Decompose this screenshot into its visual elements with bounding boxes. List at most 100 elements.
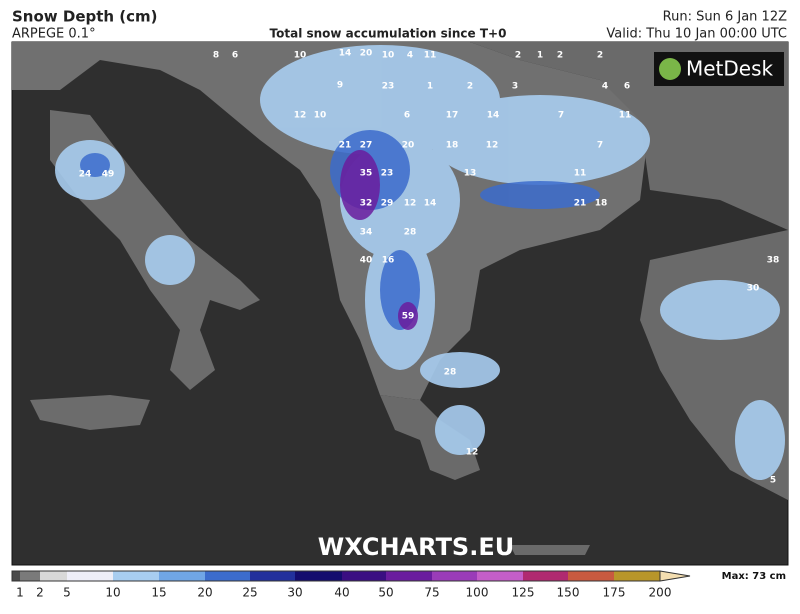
- map-label: 23: [382, 82, 395, 92]
- map-label: 16: [382, 256, 395, 266]
- legend-tick-label: 1: [16, 586, 24, 600]
- map-label: 30: [747, 284, 760, 294]
- peloponnese: [380, 395, 480, 480]
- sicily: [30, 395, 150, 430]
- map-label: 34: [360, 228, 373, 238]
- legend-tick-label: 10: [105, 586, 120, 600]
- map-label: 20: [360, 49, 373, 59]
- legend-swatch: [386, 571, 432, 581]
- map-label: 11: [619, 111, 632, 121]
- map-label: 29: [381, 199, 394, 209]
- snow-light: [55, 45, 785, 480]
- map-label: 10: [294, 51, 307, 61]
- map-label: 21: [339, 141, 352, 151]
- map-label: 14: [487, 111, 500, 121]
- legend-tick-label: 50: [378, 586, 393, 600]
- map-label: 2: [597, 51, 603, 61]
- map-label: 8: [213, 51, 219, 61]
- map-label: 32: [360, 199, 373, 209]
- map-label: 28: [404, 228, 417, 238]
- map-label: 1: [537, 51, 543, 61]
- legend-swatch: [432, 571, 477, 581]
- legend-tick-label: 2: [36, 586, 44, 600]
- map-label: 18: [595, 199, 608, 209]
- legend-swatch: [295, 571, 342, 581]
- map-label: 9: [337, 81, 343, 91]
- map-label: 23: [381, 169, 394, 179]
- map-label: 21: [574, 199, 587, 209]
- logo-icon: [659, 58, 681, 80]
- map-label: 20: [402, 141, 415, 151]
- legend-swatch: [568, 571, 614, 581]
- legend-swatch: [20, 571, 40, 581]
- map-label: 14: [424, 199, 437, 209]
- map-label: 18: [446, 141, 459, 151]
- legend-tick-label: 40: [334, 586, 349, 600]
- legend-swatch: [40, 571, 67, 581]
- map-label: 1: [427, 82, 433, 92]
- map-label: 2: [515, 51, 521, 61]
- map-label: 2: [467, 82, 473, 92]
- legend-tick-label: 125: [512, 586, 535, 600]
- map-label: 28: [444, 368, 457, 378]
- map-label: 59: [402, 312, 415, 322]
- map-label: 12: [486, 141, 499, 151]
- legend-tick-label: 150: [557, 586, 580, 600]
- map-label: 40: [360, 256, 373, 266]
- legend-tick-label: 175: [603, 586, 626, 600]
- map-label: 6: [232, 51, 238, 61]
- north-east: [470, 42, 788, 230]
- legend-swatch: [477, 571, 523, 581]
- map-label: 35: [360, 169, 373, 179]
- title: Snow Depth (cm): [12, 8, 158, 26]
- map-label: 38: [767, 256, 780, 266]
- legend-tick-label: 200: [649, 586, 672, 600]
- legend-tick-label: 15: [151, 586, 166, 600]
- legend-swatch: [12, 571, 20, 581]
- logo: MetDesk: [686, 57, 774, 81]
- map-label: 11: [574, 169, 587, 179]
- legend-swatch: [342, 571, 386, 581]
- legend-swatch: [523, 571, 568, 581]
- map-label: 7: [558, 111, 564, 121]
- map-label: 6: [404, 111, 410, 121]
- map-label: 12: [466, 448, 479, 458]
- run: Run: Sun 6 Jan 12Z: [663, 10, 787, 25]
- map-label: 7: [597, 141, 603, 151]
- legend-tick-label: 20: [197, 586, 212, 600]
- map-label: 4: [407, 51, 413, 61]
- legend-frame: [11, 570, 661, 582]
- map-label: 49: [102, 170, 115, 180]
- map-label: 11: [424, 51, 437, 61]
- map-label: 5: [770, 476, 776, 486]
- map-label: 6: [624, 82, 630, 92]
- map-label: 27: [360, 141, 373, 151]
- legend: Max: 73 cm 1 2 5 10 15 20 25 30 40 50 75 100 125 150 1…: [11, 570, 786, 600]
- legend-swatch: [205, 571, 250, 581]
- legend-swatch: [67, 571, 113, 581]
- map-label: 4: [602, 82, 608, 92]
- map-label: 14: [339, 49, 352, 59]
- legend-tick-label: 5: [63, 586, 71, 600]
- map-label: 12: [294, 111, 307, 121]
- map-label: 10: [314, 111, 327, 121]
- map-label: 13: [464, 169, 477, 179]
- legend-swatch: [250, 571, 295, 581]
- subtitle: Total snow accumulation since T+0: [270, 27, 507, 41]
- model: ARPEGE 0.1°: [12, 27, 96, 42]
- map-label: 3: [512, 82, 518, 92]
- map-label: 17: [446, 111, 459, 121]
- legend-tick-label: 25: [242, 586, 257, 600]
- map-label: 2: [557, 51, 563, 61]
- legend-swatch: [614, 571, 660, 581]
- map-label: 12: [404, 199, 417, 209]
- legend-swatch: [113, 571, 159, 581]
- max-label: Max: 73 cm: [722, 571, 786, 582]
- legend-tick-label: 100: [466, 586, 489, 600]
- legend-swatch: [159, 571, 205, 581]
- crete: [510, 545, 590, 555]
- map-label: 10: [382, 51, 395, 61]
